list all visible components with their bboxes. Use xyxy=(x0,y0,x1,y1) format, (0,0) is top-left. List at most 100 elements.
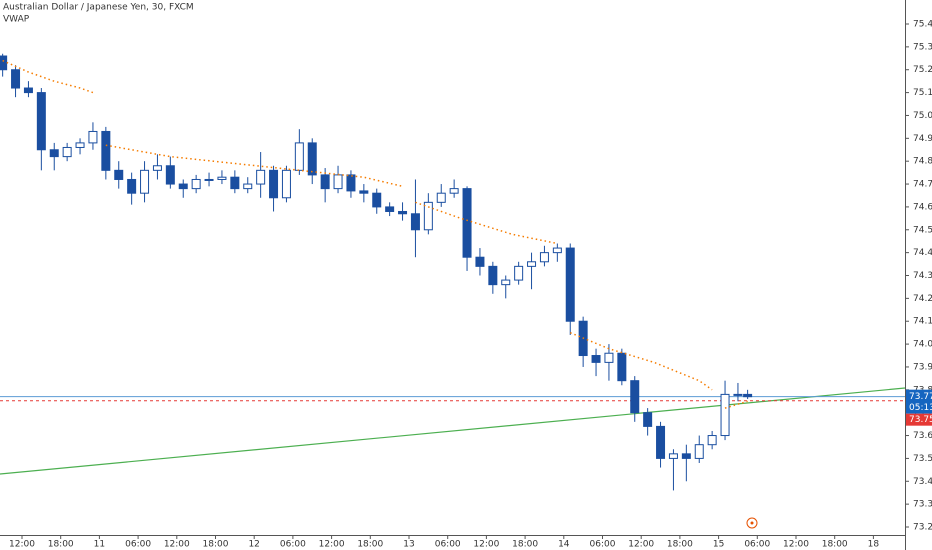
x-tick-label: 14 xyxy=(558,540,570,550)
candle-body xyxy=(256,169,266,185)
candle-body xyxy=(307,142,317,176)
candle-body xyxy=(565,247,575,322)
x-tick-label: 06:00 xyxy=(280,540,306,550)
y-tick-label: 74.300 xyxy=(913,271,932,281)
candle-body xyxy=(743,393,753,398)
y-tick-label: 73.400 xyxy=(913,477,932,487)
last-price-label: 73.770 xyxy=(909,392,932,402)
candle-body xyxy=(49,149,59,158)
y-tick-label: 74.500 xyxy=(913,225,932,235)
candle-body xyxy=(346,174,356,192)
candle-body xyxy=(423,201,433,231)
y-tick-label: 74.100 xyxy=(913,317,932,327)
candle-body xyxy=(694,444,704,459)
x-tick-label: 15 xyxy=(713,540,724,550)
candle-body xyxy=(539,252,549,263)
candle-body xyxy=(488,265,498,286)
candle-body xyxy=(617,352,627,382)
y-tick-label: 74.200 xyxy=(913,294,932,304)
x-tick-label: 18:00 xyxy=(48,540,74,550)
candle-body xyxy=(281,169,291,199)
indicator-label: VWAP xyxy=(3,15,30,25)
x-tick-label: 18:00 xyxy=(203,540,229,550)
candle-body xyxy=(0,55,8,71)
y-tick-label: 75.000 xyxy=(913,111,932,121)
candle-body xyxy=(165,165,175,185)
candle-body xyxy=(604,352,614,363)
candle-body xyxy=(23,87,33,94)
candle-body xyxy=(11,69,21,89)
candle-body xyxy=(398,210,408,215)
candle-body xyxy=(630,380,640,414)
x-tick-label: 18:00 xyxy=(357,540,383,550)
x-tick-label: 18:00 xyxy=(512,540,538,550)
candle-body xyxy=(681,453,691,459)
candle-body xyxy=(720,393,730,437)
candle-body xyxy=(217,176,227,180)
vwap-line xyxy=(2,59,748,409)
candle-body xyxy=(462,188,472,258)
x-tick-label: 11 xyxy=(94,540,105,550)
y-tick-label: 74.400 xyxy=(913,248,932,258)
candle-body xyxy=(436,192,446,203)
countdown-label: 05:13 xyxy=(909,403,932,413)
x-tick-label: 12:00 xyxy=(473,540,499,550)
x-tick-label: 06:00 xyxy=(125,540,151,550)
trendline xyxy=(0,387,906,475)
candle-body xyxy=(62,146,72,158)
x-tick-label: 18:00 xyxy=(667,540,693,550)
candle-body xyxy=(385,206,395,212)
candle-body xyxy=(152,165,162,171)
candle-body xyxy=(243,183,253,190)
candle-body xyxy=(475,256,485,267)
bid-price-label: 73.752 xyxy=(909,415,932,425)
candle-body xyxy=(114,169,124,180)
y-tick-label: 73.500 xyxy=(913,454,932,464)
candle-body xyxy=(514,265,524,281)
x-tick-label: 18 xyxy=(868,540,880,550)
x-tick-label: 06:00 xyxy=(435,540,461,550)
candle-body xyxy=(359,190,369,194)
candle-body xyxy=(591,355,601,363)
candle-body xyxy=(552,247,562,254)
candle-body xyxy=(372,192,382,208)
x-tick-label: 18:00 xyxy=(822,540,848,550)
bid-price-tag xyxy=(906,413,932,426)
y-tick-label: 74.900 xyxy=(913,134,932,144)
x-tick-label: 12:00 xyxy=(9,540,35,550)
candle-body xyxy=(501,279,511,286)
candle-body xyxy=(140,169,150,194)
y-tick-label: 75.200 xyxy=(913,65,932,75)
candle-body xyxy=(320,174,330,190)
candle-body xyxy=(449,188,459,194)
x-tick-label: 12:00 xyxy=(783,540,809,550)
y-tick-label: 75.100 xyxy=(913,88,932,98)
y-tick-label: 74.700 xyxy=(913,180,932,190)
candle-body xyxy=(643,412,653,427)
x-tick-label: 06:00 xyxy=(590,540,616,550)
y-tick-label: 73.300 xyxy=(913,500,932,510)
y-tick-label: 74.000 xyxy=(913,340,932,350)
last-price-tag xyxy=(906,389,932,414)
x-tick-label: 12:00 xyxy=(628,540,654,550)
y-tick-label: 75.400 xyxy=(913,20,932,30)
alert-icon xyxy=(746,517,758,529)
y-tick-label: 75.300 xyxy=(913,42,932,52)
candle-body xyxy=(127,178,137,194)
candle-body xyxy=(230,176,240,190)
candle-body xyxy=(410,213,420,231)
candle-body xyxy=(656,425,666,459)
candle-body xyxy=(204,178,214,181)
candle-body xyxy=(733,393,743,396)
y-tick-label: 74.600 xyxy=(913,202,932,212)
candle-body xyxy=(333,174,343,190)
candle-body xyxy=(75,142,85,148)
chart-title: Australian Dollar / Japanese Yen, 30, FX… xyxy=(3,3,194,13)
candle-body xyxy=(668,453,678,459)
candle-body xyxy=(36,92,46,151)
y-tick-label: 73.600 xyxy=(913,431,932,441)
candle-body xyxy=(88,130,98,144)
y-tick-label: 73.900 xyxy=(913,362,932,372)
candle-body xyxy=(101,130,111,171)
y-tick-label: 73.200 xyxy=(913,522,932,532)
